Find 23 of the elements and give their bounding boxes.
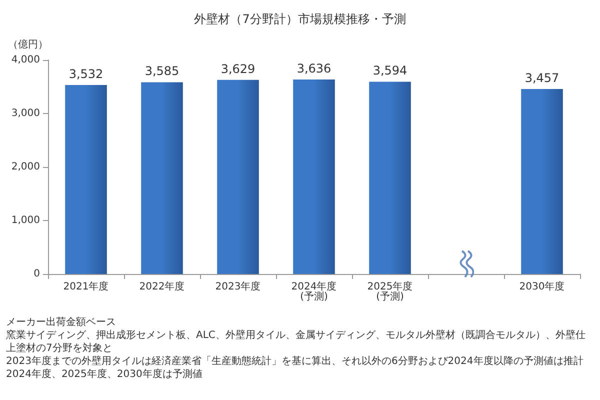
x-tick-label: 2025年度 (予測): [367, 280, 413, 302]
y-tick-label: 4,000: [11, 54, 40, 66]
x-tick-label: 2021年度: [63, 280, 109, 292]
x-tick-label: 2024年度 (予測): [291, 280, 337, 302]
text: メーカー出荷金額ベース: [6, 316, 116, 328]
data-label: 3,532: [68, 67, 104, 82]
y-tick-label: 2,000: [11, 162, 40, 172]
text: 窯業サイディング、押出成形セメント板、ALC、外壁用タイル、金属サイディング、モルタル外壁材（既調合モルタル）、外壁仕上塗材の7分野を対象と: [6, 329, 586, 354]
y-axis-title: （億円）: [8, 38, 48, 50]
data-label: 3,457: [524, 71, 560, 86]
y-tick-label: 1,000: [11, 215, 40, 226]
data-label: 3,585: [144, 64, 180, 78]
data-label: 3,629: [220, 62, 256, 76]
data-label: 3,594: [372, 64, 408, 78]
text: 2023年度までの外壁用タイルは経済産業省「生産動態統計」を基に算出、それ以外の6分野および2024年度以降の予測値は推計: [6, 355, 584, 367]
x-tick-label: 2030年度: [519, 280, 565, 292]
x-tick-label: 2023年度: [215, 280, 261, 292]
chart-title: 外壁材（7分野計）市場規模推移・予測: [194, 12, 406, 26]
x-tick-label: 2022年度: [139, 280, 185, 292]
data-label: 3,636: [296, 61, 332, 76]
y-tick-label: 0: [34, 268, 40, 280]
y-tick-label: 3,000: [11, 108, 40, 119]
text: 2024年度、2025年度、2030年度は予測値: [6, 368, 202, 380]
